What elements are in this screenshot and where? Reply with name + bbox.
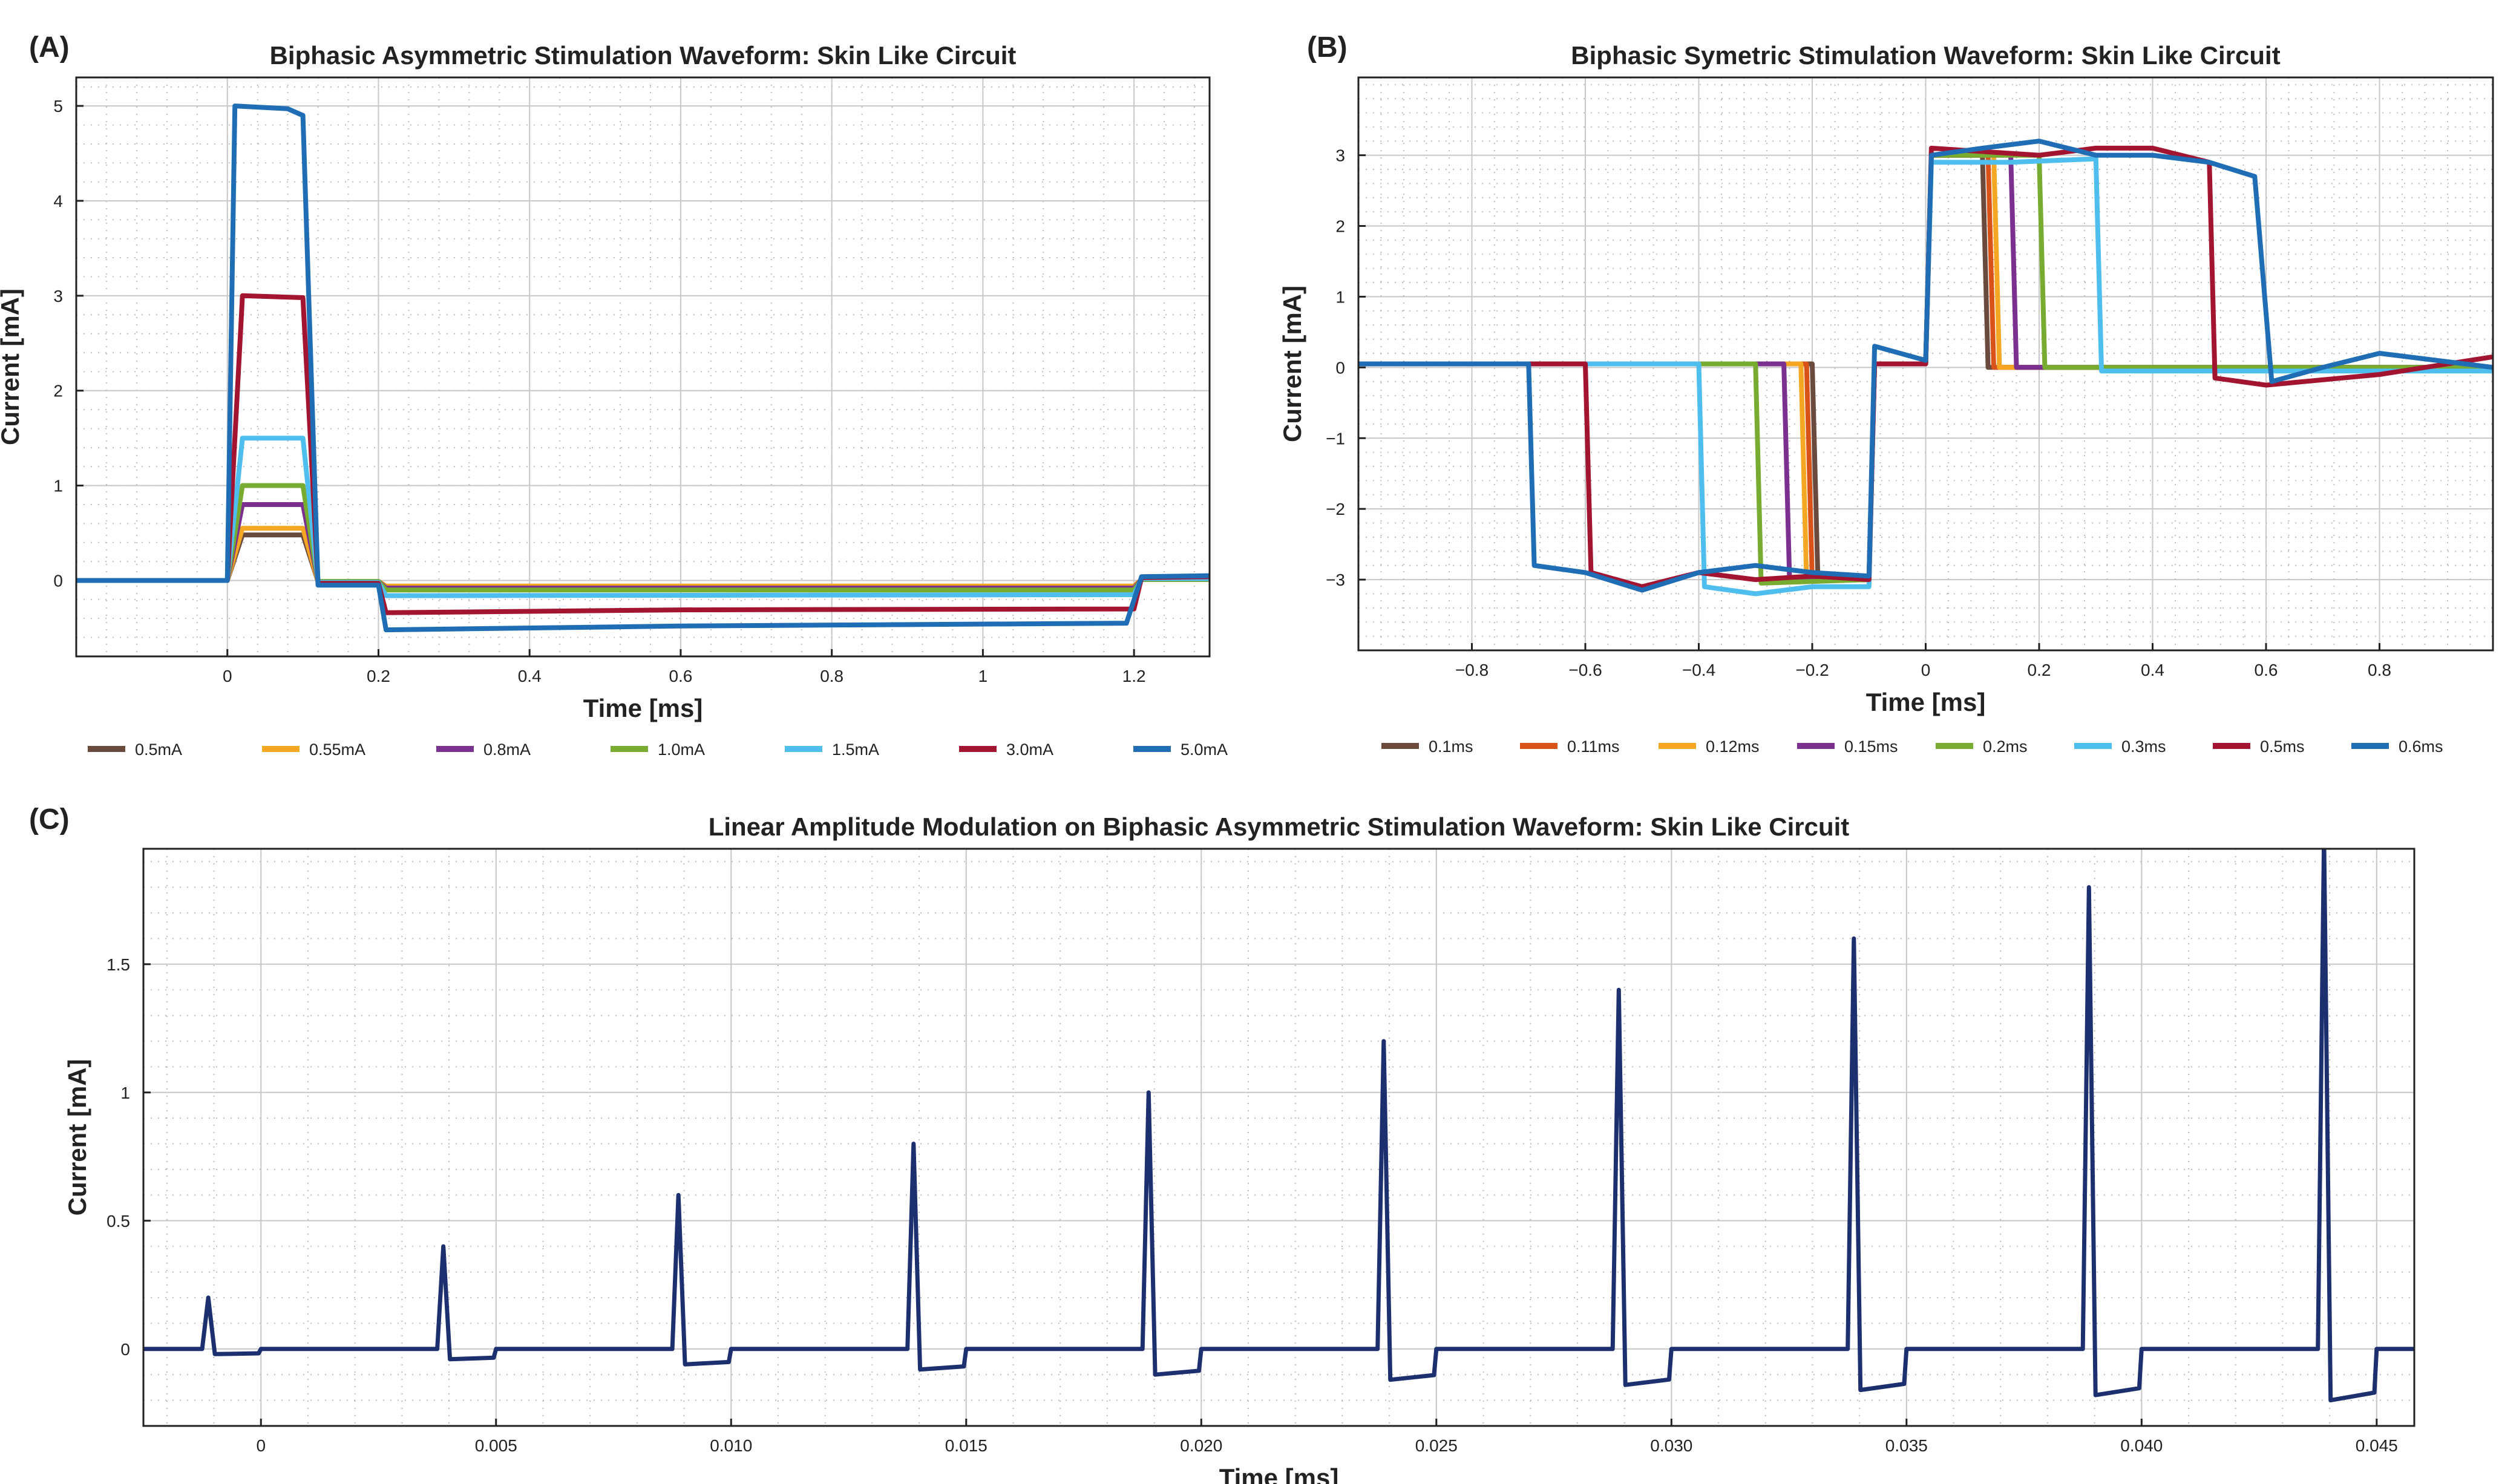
- x-tick-label: 0: [223, 667, 232, 685]
- y-tick-label: −2: [1326, 500, 1345, 518]
- x-tick-label: 0.8: [820, 667, 843, 685]
- plot-lines: [76, 103, 1210, 633]
- plot-background: [76, 77, 1210, 656]
- x-tick-label: −0.6: [1568, 661, 1602, 679]
- y-tick-label: 0.5: [106, 1212, 130, 1231]
- y-tick-label: 5: [53, 97, 63, 116]
- x-tick-label: 0.030: [1650, 1436, 1692, 1455]
- y-tick-label: 0: [53, 571, 63, 590]
- legend: 0.1ms 0.11ms 0.12ms 0.15ms 0.2ms 0.3ms 0.5ms 0.…: [1381, 737, 2443, 756]
- x-tick-label: −0.2: [1795, 661, 1829, 679]
- legend-label: 5.0mA: [1181, 740, 1228, 759]
- x-tick-label: 0.6: [669, 667, 692, 685]
- panel-label: (C): [29, 803, 70, 835]
- x-tick-label: 0.2: [2028, 661, 2051, 679]
- legend-label: 0.55mA: [309, 740, 365, 759]
- plot-lines: [143, 849, 2414, 1403]
- x-tick-label: 0: [1921, 661, 1931, 679]
- y-tick-label: 0: [1335, 358, 1345, 377]
- x-tick-label: 0.020: [1180, 1436, 1222, 1455]
- x-tick-label: 0.6: [2255, 661, 2278, 679]
- x-tick-label: 0.4: [518, 667, 542, 685]
- y-tick-label: 0: [120, 1340, 130, 1359]
- series-line: [143, 849, 2414, 1403]
- panel-label: (B): [1307, 31, 1348, 64]
- x-tick-label: 0.010: [710, 1436, 752, 1455]
- y-tick-label: 1: [120, 1084, 130, 1102]
- legend-label: 0.1ms: [1429, 737, 1473, 756]
- series-line-0.5ms: [1358, 145, 2493, 589]
- y-tick-label: −1: [1326, 429, 1345, 448]
- legend-label: 0.5mA: [135, 740, 182, 759]
- x-tick-label: 0.045: [2356, 1436, 2398, 1455]
- legend-label: 0.11ms: [1567, 737, 1620, 756]
- major-grid: [76, 77, 1210, 656]
- x-tick-label: 0: [256, 1436, 266, 1455]
- x-tick-label: 0.035: [1885, 1436, 1928, 1455]
- legend-label: 3.0mA: [1006, 740, 1053, 759]
- y-tick-label: 1: [1335, 287, 1345, 306]
- plot-frame: [142, 848, 2415, 1427]
- x-tick-label: 1.2: [1122, 667, 1146, 685]
- plot-frame: [1357, 76, 2494, 652]
- y-tick-label: 2: [53, 382, 63, 400]
- x-tick-label: 0.2: [367, 667, 390, 685]
- y-tick-label: 3: [53, 287, 63, 306]
- x-tick-label: 0.8: [2368, 661, 2391, 679]
- plot-frame: [75, 76, 1211, 658]
- legend-label: 1.0mA: [658, 740, 705, 759]
- x-tick-label: 0.040: [2120, 1436, 2163, 1455]
- y-tick-label: −3: [1326, 570, 1345, 589]
- x-tick-label: −0.8: [1455, 661, 1489, 679]
- legend-label: 0.5ms: [2260, 737, 2305, 756]
- legend-label: 0.6ms: [2399, 737, 2443, 756]
- legend-label: 0.2ms: [1983, 737, 2028, 756]
- x-axis-label: Time [ms]: [583, 694, 703, 722]
- chart-1: (B) Biphasic Symetric Stimulation Wavefor…: [1278, 31, 2494, 756]
- series-line-5.0mA: [76, 103, 1210, 633]
- plot-background: [143, 849, 2414, 1426]
- legend-label: 0.12ms: [1706, 737, 1760, 756]
- y-tick-label: 1.5: [106, 955, 130, 974]
- y-tick-label: 4: [53, 192, 63, 211]
- x-tick-label: 0.005: [475, 1436, 517, 1455]
- y-axis-label: Current [mA]: [1278, 286, 1306, 442]
- chart-2: (C) Linear Amplitude Modulation on Biphas…: [29, 803, 2415, 1484]
- x-tick-label: 0.015: [945, 1436, 987, 1455]
- legend-label: 0.3ms: [2121, 737, 2166, 756]
- plot-lines: [1358, 139, 2493, 597]
- y-axis-label: Current [mA]: [0, 289, 24, 445]
- x-tick-label: 0.025: [1415, 1436, 1458, 1455]
- y-tick-label: 1: [53, 477, 63, 495]
- legend: 0.5mA 0.55mA 0.8mA 1.0mA 1.5mA 3.0mA 5.0mA: [88, 740, 1228, 759]
- legend-label: 0.15ms: [1844, 737, 1898, 756]
- chart-title: Linear Amplitude Modulation on Biphasic …: [709, 812, 1850, 841]
- chart-0: (A) Biphasic Asymmetric Stimulation Wavef…: [0, 31, 1228, 759]
- chart-title: Biphasic Symetric Stimulation Waveform: …: [1571, 41, 2280, 70]
- y-axis-label: Current [mA]: [63, 1059, 91, 1216]
- series-line-0.6ms: [1358, 139, 2493, 593]
- x-tick-label: 0.4: [2141, 661, 2164, 679]
- legend-label: 1.5mA: [832, 740, 879, 759]
- x-axis-label: Time [ms]: [1219, 1463, 1339, 1484]
- y-tick-label: 3: [1335, 146, 1345, 165]
- legend-label: 0.8mA: [483, 740, 531, 759]
- panel-label: (A): [29, 31, 70, 64]
- y-tick-label: 2: [1335, 217, 1345, 236]
- x-axis-label: Time [ms]: [1866, 688, 1986, 716]
- chart-title: Biphasic Asymmetric Stimulation Waveform…: [270, 41, 1017, 70]
- x-tick-label: 1: [978, 667, 988, 685]
- x-tick-label: −0.4: [1682, 661, 1715, 679]
